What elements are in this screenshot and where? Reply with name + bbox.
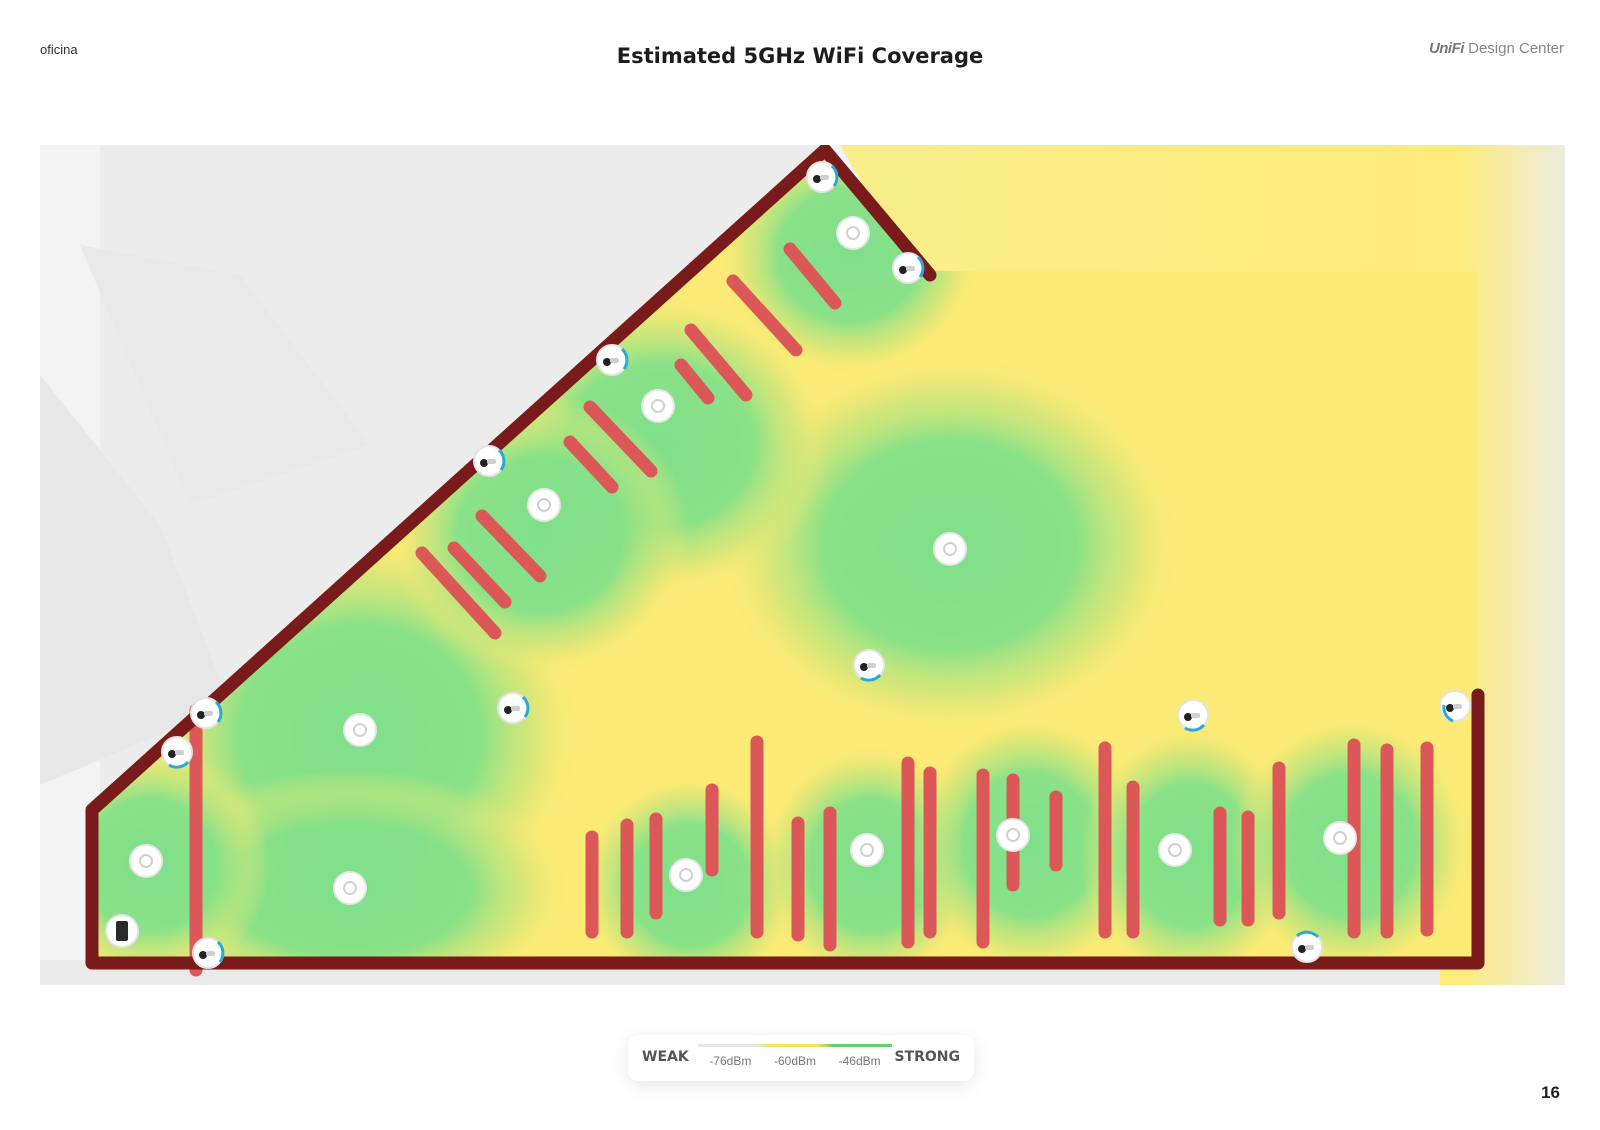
camera-icon[interactable]	[1177, 699, 1209, 732]
access-point-icon[interactable]	[527, 488, 561, 522]
camera-icon[interactable]	[161, 736, 193, 769]
exterior-walls	[85, 145, 1485, 970]
weak-signal-area	[40, 375, 230, 785]
page-number: 16	[1541, 1083, 1560, 1102]
signal-legend: WEAK -76dBm -60dBm -46dBm STRONG	[628, 1035, 974, 1081]
interior-wall	[475, 509, 547, 583]
brand-suffix: Design Center	[1468, 40, 1564, 57]
interior-wall	[674, 358, 715, 405]
interior-wall	[415, 546, 502, 640]
legend-tick: -76dBm	[709, 1054, 752, 1068]
legend-gradient-bar	[698, 1044, 892, 1047]
interior-wall	[447, 541, 512, 609]
camera-icon[interactable]	[892, 252, 925, 284]
camera-icon[interactable]	[596, 344, 629, 376]
gateway-icon[interactable]	[105, 914, 139, 948]
interior-walls	[189, 242, 1434, 977]
camera-icon[interactable]	[497, 692, 530, 724]
legend-tick: -46dBm	[838, 1054, 881, 1068]
page-title: Estimated 5GHz WiFi Coverage	[616, 44, 984, 68]
exterior-wall	[85, 145, 1485, 970]
legend-weak-label: WEAK	[642, 1049, 689, 1065]
access-point-icon[interactable]	[850, 833, 884, 867]
interior-wall	[783, 242, 842, 310]
unifi-logo: UniFi	[1428, 40, 1465, 57]
access-point-icon[interactable]	[1323, 821, 1357, 855]
access-point-icon[interactable]	[333, 871, 367, 905]
access-point-icon[interactable]	[836, 216, 870, 250]
camera-icon[interactable]	[853, 649, 885, 682]
legend-tick: -60dBm	[773, 1054, 816, 1068]
access-point-icon[interactable]	[129, 844, 163, 878]
access-point-icon[interactable]	[641, 389, 675, 423]
camera-icon[interactable]	[1291, 930, 1323, 963]
access-point-icon[interactable]	[933, 532, 967, 566]
access-point-icon[interactable]	[343, 713, 377, 747]
coverage-map[interactable]	[40, 145, 1565, 1005]
camera-icon[interactable]	[1439, 690, 1471, 723]
camera-icon[interactable]	[806, 161, 839, 193]
legend-strong-label: STRONG	[894, 1049, 960, 1065]
access-point-icon[interactable]	[669, 858, 703, 892]
legend-ticks: -76dBm -60dBm -46dBm	[698, 1054, 892, 1068]
weak-signal-area	[80, 245, 370, 505]
strong-signal-area	[910, 715, 1150, 960]
site-name: oficina	[40, 42, 78, 57]
interior-wall	[684, 323, 753, 402]
interior-wall	[583, 400, 658, 478]
interior-wall	[726, 274, 803, 357]
interior-wall	[563, 435, 619, 494]
camera-icon[interactable]	[473, 445, 506, 477]
camera-icon[interactable]	[192, 937, 225, 969]
camera-icon[interactable]	[190, 697, 223, 729]
access-point-icon[interactable]	[996, 818, 1030, 852]
brand-logo: UniFi Design Center	[1429, 40, 1564, 57]
access-point-icon[interactable]	[1158, 833, 1192, 867]
